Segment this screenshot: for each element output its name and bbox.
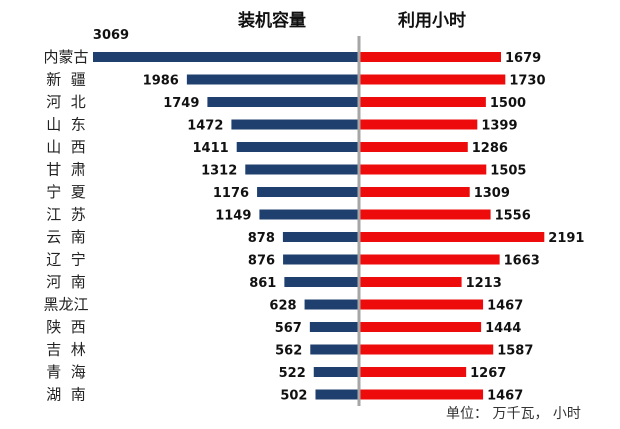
hours-value-label: 1556	[495, 209, 531, 224]
province-label: 湖 南	[46, 386, 86, 404]
province-label: 宁 夏	[46, 183, 86, 201]
hours-value-label: 1267	[470, 366, 506, 381]
capacity-bar	[284, 277, 359, 287]
capacity-bar	[304, 299, 359, 310]
hours-value-label: 1399	[481, 119, 517, 134]
capacity-bar	[207, 97, 359, 107]
capacity-bar	[315, 389, 359, 400]
hours-value-label: 1730	[509, 74, 545, 89]
capacity-bar	[283, 254, 359, 265]
province-label: 青 海	[46, 363, 86, 381]
hours-value-label: 1286	[472, 141, 508, 156]
hours-bar	[359, 389, 484, 400]
hours-bar	[359, 142, 468, 152]
province-label: 江 苏	[46, 206, 86, 224]
hours-value-label: 2191	[548, 231, 584, 246]
hours-bar	[359, 187, 470, 197]
capacity-value-label: 3069	[93, 28, 129, 43]
capacity-bar	[259, 209, 359, 220]
capacity-bar	[236, 142, 359, 152]
hours-bar	[359, 232, 545, 242]
capacity-bar	[231, 119, 359, 130]
hours-value-label: 1505	[490, 164, 526, 179]
capacity-bar	[245, 164, 359, 175]
capacity-bars	[93, 52, 359, 400]
capacity-value-label: 861	[249, 276, 276, 291]
capacity-bar	[186, 74, 359, 85]
hours-value-labels: 1679 1730 1500 1399 1286 1505 1309 1556 2191 1663…	[466, 51, 585, 404]
hours-value-label: 1467	[487, 299, 523, 314]
utilization-hours-bars	[359, 52, 545, 400]
capacity-bar	[257, 187, 359, 197]
capacity-value-label: 567	[275, 321, 302, 336]
capacity-bar	[282, 232, 359, 242]
province-label: 辽 宁	[46, 251, 86, 269]
capacity-value-label: 562	[275, 344, 302, 359]
hours-bar	[359, 367, 467, 377]
province-label: 新 疆	[46, 71, 86, 89]
hours-bar	[359, 97, 486, 107]
hours-bar	[359, 277, 462, 287]
capacity-bar	[309, 322, 359, 332]
capacity-value-label: 878	[248, 231, 275, 246]
hours-bar	[359, 119, 478, 130]
hours-bar	[359, 209, 491, 220]
capacity-bar	[313, 367, 359, 377]
province-label: 黑龙江	[43, 296, 88, 314]
capacity-bar	[310, 344, 359, 355]
hours-value-label: 1500	[490, 96, 526, 111]
capacity-value-label: 628	[269, 299, 296, 314]
capacity-value-label: 1749	[163, 96, 199, 111]
province-label: 甘 肃	[46, 161, 86, 179]
hours-bar	[359, 344, 494, 355]
hours-bar	[359, 164, 487, 175]
hours-value-label: 1679	[505, 51, 541, 66]
province-label: 河 南	[46, 273, 86, 291]
province-label: 云 南	[46, 228, 86, 246]
hours-value-label: 1663	[504, 254, 540, 269]
unit-note: 单位： 万千瓦， 小时	[446, 406, 581, 422]
capacity-value-label: 1149	[215, 209, 251, 224]
province-label: 吉 林	[46, 341, 86, 359]
hours-bar	[359, 254, 500, 265]
capacity-value-label: 522	[279, 366, 306, 381]
capacity-value-label: 876	[248, 254, 275, 269]
hours-value-label: 1587	[497, 344, 533, 359]
capacity-bar	[93, 52, 359, 62]
province-label: 陕 西	[46, 318, 86, 336]
capacity-value-label: 1176	[213, 186, 249, 201]
province-label: 山 西	[46, 138, 86, 156]
hours-bar	[359, 52, 501, 62]
capacity-value-label: 1986	[143, 74, 179, 89]
capacity-value-labels: 3069 1986 1749 1472 1411 1312 1176 1149 878 876 86…	[93, 28, 308, 404]
province-label: 山 东	[46, 116, 86, 134]
capacity-value-label: 1411	[193, 141, 229, 156]
capacity-value-label: 502	[280, 389, 307, 404]
capacity-value-label: 1312	[201, 164, 237, 179]
right-series-header: 利用小时	[398, 10, 466, 31]
province-label: 内蒙古	[43, 48, 88, 66]
hours-bar	[359, 322, 482, 332]
hours-value-label: 1213	[466, 276, 502, 291]
capacity-value-label: 1472	[187, 119, 223, 134]
hours-value-label: 1444	[485, 321, 521, 336]
province-label: 河 北	[46, 93, 86, 111]
hours-value-label: 1467	[487, 389, 523, 404]
hours-bar	[359, 74, 506, 85]
hours-bar	[359, 299, 484, 310]
left-series-header: 装机容量	[237, 10, 306, 31]
hours-value-label: 1309	[474, 186, 510, 201]
